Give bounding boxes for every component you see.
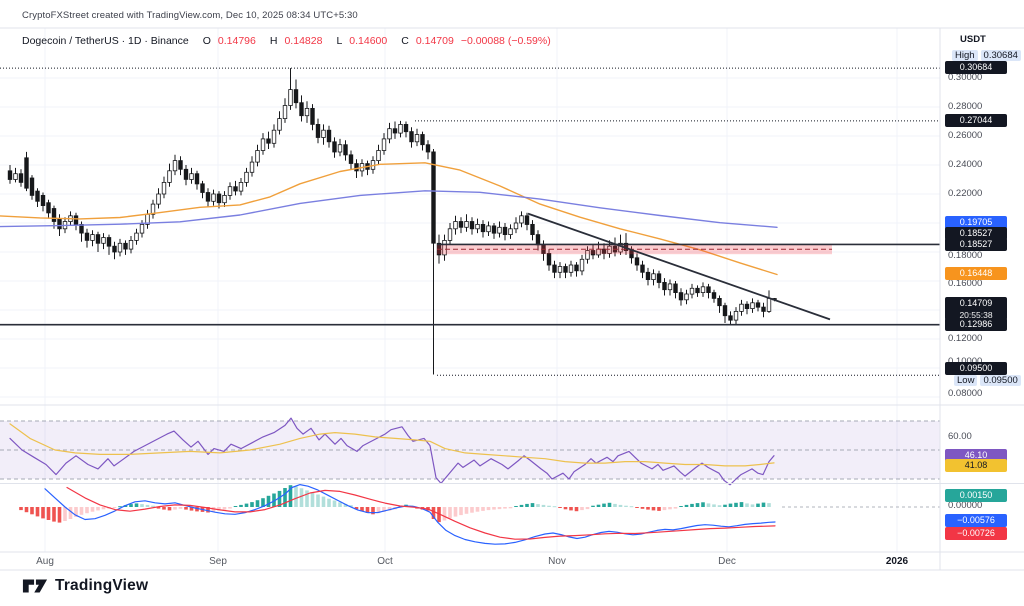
- high-value: 0.30684: [980, 50, 1021, 61]
- price-levels: [0, 67, 940, 376]
- price-tick-label: 60.00: [948, 431, 972, 442]
- price-badge: 0.19705: [945, 216, 1007, 229]
- candlestick-series: [7, 68, 777, 375]
- price-tick-label: 0.00000: [948, 500, 983, 511]
- ohlc-item: O 0.14796: [202, 35, 256, 47]
- symbol-title: Dogecoin / TetherUS · 1D · Binance: [22, 35, 189, 47]
- high-row: High 0.30684: [952, 50, 1021, 61]
- price-tick-label: 0.16000: [948, 278, 983, 289]
- price-badge: 0.12986: [945, 318, 1007, 331]
- price-tick-label: 0.10000: [948, 356, 982, 367]
- symbol-legend[interactable]: Dogecoin / TetherUS · 1D · Binance O 0.147…: [22, 35, 551, 47]
- price-tick-label: 0.12000: [948, 333, 983, 344]
- price-tick-label: 0.22000: [948, 188, 983, 199]
- price-badge: −0.00726: [945, 527, 1007, 540]
- price-badge: 0.14709 20:55:38: [945, 297, 1007, 320]
- time-axis-label: Nov: [548, 556, 566, 567]
- tradingview-logo-icon[interactable]: [22, 576, 48, 596]
- price-badge: 0.18527: [945, 238, 1007, 251]
- time-axis-label: Aug: [36, 556, 54, 567]
- time-axis-label: Dec: [718, 556, 736, 567]
- price-badge: 0.30684: [945, 61, 1007, 74]
- price-badge: 41.08: [945, 459, 1007, 472]
- price-badge: 0.18527: [945, 227, 1007, 240]
- rsi-line: [9, 417, 775, 486]
- high-label: High: [952, 50, 978, 61]
- rsi-ma-line: [9, 423, 775, 467]
- price-tick-label: 0.08000: [948, 388, 983, 399]
- descending-trendline: [527, 212, 831, 321]
- price-tick-label: 0.26000: [948, 130, 983, 141]
- time-axis-label: Oct: [377, 556, 393, 567]
- price-badge: −0.00576: [945, 514, 1007, 527]
- price-tick-label: 0.18000: [948, 250, 983, 261]
- sma-slow-line: [0, 190, 778, 229]
- price-badge: 46.10: [945, 449, 1007, 462]
- macd-histogram: [19, 485, 940, 523]
- price-badge: 0.27044: [945, 114, 1007, 127]
- sma-fast-line: [0, 162, 778, 276]
- ohlc-item: C 0.14709: [401, 35, 454, 47]
- change-value: −0.00088 (−0.59%): [460, 35, 551, 47]
- ohlc-item: H 0.14828: [269, 35, 323, 47]
- price-badge: 0.16448: [945, 267, 1007, 280]
- price-axis[interactable]: USDT High 0.30684 Low 0.09500 0.30000 0.2…: [940, 28, 1024, 552]
- countdown-timer: 20:55:38: [959, 310, 993, 320]
- price-badge: 0.00150: [945, 489, 1007, 502]
- pane-borders: [0, 27, 1024, 571]
- price-tick-label: 0.30000: [948, 72, 983, 83]
- time-axis-label: 2026: [885, 556, 909, 567]
- supply-zone: [437, 244, 832, 255]
- low-value: 0.09500: [980, 375, 1021, 386]
- low-label: Low: [954, 375, 978, 386]
- price-tick-label: 0.24000: [948, 159, 983, 170]
- macd-signal-line: [66, 486, 776, 540]
- price-badge: 0.09500: [945, 362, 1007, 375]
- ohlc-values: O 0.14796 H 0.14828 L 0.14600 C 0.14709: [189, 35, 454, 47]
- macd-line: [44, 484, 776, 545]
- ohlc-item: L 0.14600: [336, 35, 388, 47]
- tradingview-logo-text[interactable]: TradingView: [55, 577, 149, 594]
- axis-currency-label: USDT: [960, 34, 986, 45]
- attribution-header: CryptoFXStreet created with TradingView.…: [22, 10, 358, 21]
- rsi-pane: [0, 420, 940, 480]
- price-tick-label: 0.28000: [948, 101, 983, 112]
- time-axis[interactable]: Aug Sep Oct Nov Dec 2026: [0, 552, 1024, 570]
- time-axis-label: Sep: [209, 556, 227, 567]
- footer: TradingView: [22, 576, 148, 596]
- low-row: Low 0.09500: [954, 375, 1021, 386]
